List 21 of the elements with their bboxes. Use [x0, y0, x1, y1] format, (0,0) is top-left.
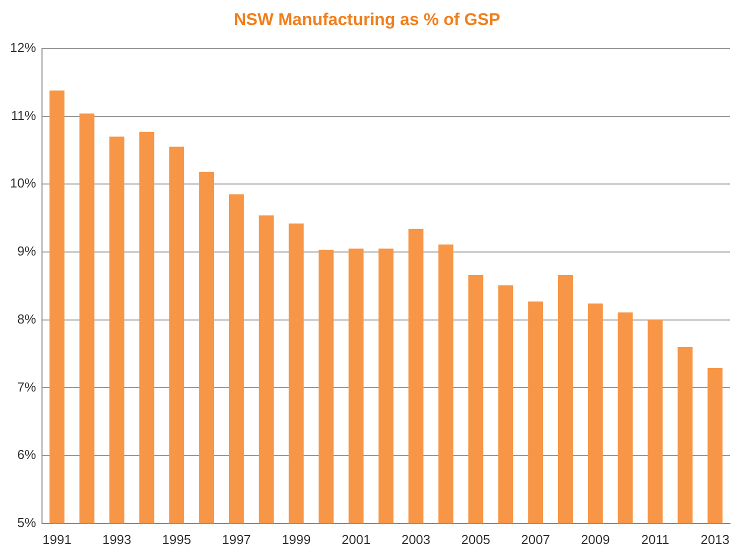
x-tick-label: 1995 — [162, 532, 192, 547]
y-tick-label: 10% — [10, 176, 36, 191]
x-tick-label: 2001 — [342, 532, 371, 547]
x-tick-label: 2007 — [521, 532, 550, 547]
y-tick-label: 11% — [10, 108, 36, 123]
x-tick-label: 1991 — [42, 532, 72, 547]
x-tick-label: 2005 — [461, 532, 490, 547]
x-tick-label: 2011 — [641, 532, 670, 547]
y-tick-label: 9% — [17, 244, 36, 259]
x-tick-label: 1997 — [222, 532, 251, 547]
x-tick-label: 2003 — [401, 532, 430, 547]
y-tick-label: 5% — [17, 514, 36, 530]
x-tick-label: 2013 — [700, 532, 730, 547]
x-tick-label: 1999 — [282, 532, 311, 547]
chart-title: NSW Manufacturing as % of GSP — [234, 10, 500, 29]
y-tick-label: 6% — [17, 447, 36, 462]
y-tick-label: 8% — [17, 311, 36, 326]
x-tick-label: 1993 — [102, 532, 132, 547]
y-tick-label: 12% — [10, 40, 36, 55]
x-tick-label: 2009 — [580, 532, 610, 547]
y-tick-label: 7% — [17, 379, 36, 394]
